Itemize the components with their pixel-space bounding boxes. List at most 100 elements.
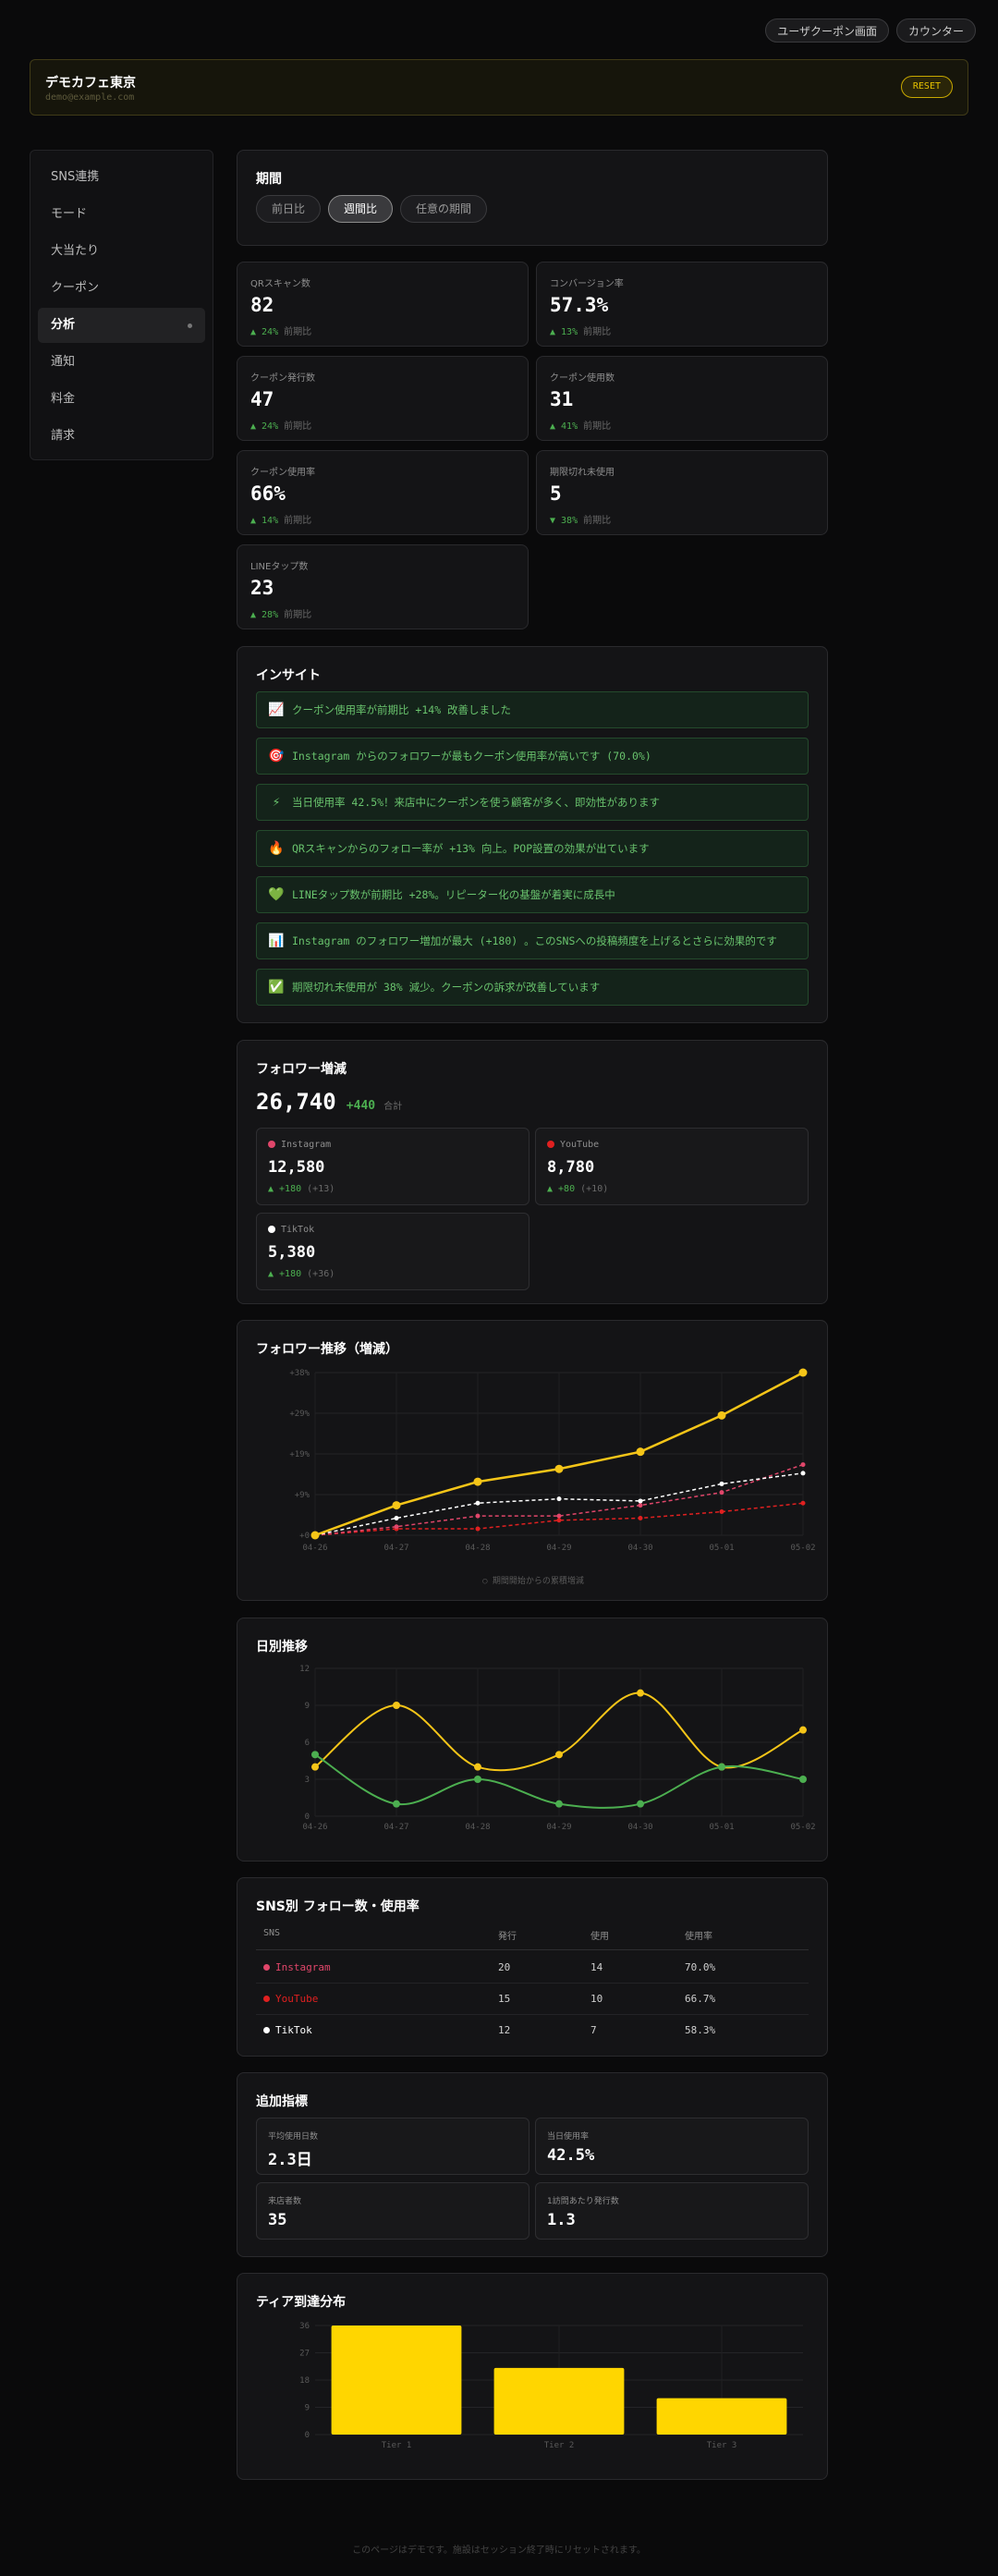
sidebar-item-billing[interactable]: 請求 [51,429,76,443]
data-point [638,1515,643,1520]
x-tick-label: 04-30 [627,1544,652,1553]
stat-label: QRスキャン数 [250,279,310,289]
bar [656,2398,787,2435]
data-point [555,1751,563,1759]
data-point [393,1702,400,1709]
sidebar-item-jackpot[interactable]: 大当たり [51,244,100,258]
stat-delta: ▲ 14% 前期比 [250,516,312,526]
x-tick-label: 04-28 [465,1544,490,1553]
sidebar-item-coupon[interactable]: クーポン [51,281,100,295]
x-tick-label: 04-29 [546,1544,571,1553]
user-coupon-button[interactable]: ユーザクーポン画面 [765,18,889,43]
insight-item: 📈 クーポン使用率が前期比 +14% 改善しました [256,691,809,728]
x-tick-label: 04-26 [302,1544,327,1553]
tier-chart-card: ティア到達分布 0 9 18 27 36 Tier 1 Tier 2 Tier 3 [237,2273,828,2480]
y-tick-label: +9% [295,1491,310,1500]
insight-item: 🔥 QRスキャンからのフォロー率が +13% 向上。POP設置の効果が出ています [256,830,809,867]
data-point [799,1726,807,1734]
x-tick-label: 05-02 [790,1544,815,1553]
sidebar: SNS連携 モード 大当たり クーポン 分析 通知 料金 請求 [30,150,213,460]
x-tick-label: Tier 3 [707,2441,737,2450]
x-tick-label: 04-27 [383,1823,408,1832]
sidebar-item-notification[interactable]: 通知 [51,355,76,369]
stat-delta: ▲ 28% 前期比 [250,610,312,620]
data-point [719,1481,724,1486]
tiktok-dot-icon [263,2027,270,2033]
y-tick-label: 6 [305,1739,310,1748]
green-heart-icon: 💚 [268,887,285,902]
x-tick-label: 04-27 [383,1544,408,1553]
period-option-week[interactable]: 週間比 [328,195,394,223]
x-tick-label: 04-29 [546,1823,571,1832]
topbar: ユーザクーポン画面 カウンター [765,18,976,43]
data-point [556,1513,562,1519]
y-tick-label: 27 [299,2350,310,2359]
followers-card: フォロワー増減 26,740 +440 合計 Instagram 12,580 … [237,1040,828,1304]
y-tick-label: 0 [305,2431,310,2440]
x-tick-label: 05-01 [709,1544,734,1553]
period-option-prev-day[interactable]: 前日比 [256,195,322,223]
followers-title: フォロワー増減 [256,1062,347,1077]
target-icon: 🎯 [268,749,285,763]
reset-button[interactable]: RESET [900,76,953,98]
stat-delta: ▲ 24% 前期比 [250,421,312,432]
data-point [798,1368,808,1377]
data-point [800,1462,806,1468]
data-point [555,1800,563,1808]
data-point [475,1500,481,1506]
stat-label: クーポン使用率 [250,468,315,478]
sidebar-item-analytics[interactable]: 分析 [38,308,205,343]
follower-card-instagram: Instagram 12,580 ▲ +180 (+13) [256,1128,529,1205]
y-tick-label: 9 [305,1702,310,1711]
x-tick-label: Tier 1 [382,2441,412,2450]
metric-visitors: 来店者数 35 [256,2182,529,2240]
insight-item: 📊 Instagram のフォロワー増加が最大 (+180) 。このSNSへの投稿… [256,922,809,959]
metric-avg-days: 平均使用日数 2.3日 [256,2118,529,2175]
stat-label: クーポン使用数 [550,373,615,384]
data-point [554,1464,564,1473]
active-dot-icon [188,324,192,328]
period-option-custom[interactable]: 任意の期間 [400,195,488,223]
table-row: YouTube 15 10 66.7% [256,1984,809,2015]
x-tick-label: Tier 2 [544,2441,575,2450]
data-point [474,1776,481,1783]
metric-issued-per-visit: 1訪問あたり発行数 1.3 [535,2182,809,2240]
data-point [556,1496,562,1502]
stat-card-coupons-used: クーポン使用数 31 ▲ 41% 前期比 [536,356,828,441]
bar [493,2367,625,2435]
stat-value: 31 [550,388,574,410]
instagram-dot-icon [268,1141,275,1148]
sidebar-item-mode[interactable]: モード [51,207,88,221]
extra-metrics-card: 追加指標 平均使用日数 2.3日 当日使用率 42.5% 来店者数 35 1訪問あたり… [237,2072,828,2257]
table-header: SNS 発行 使用 使用率 [256,1928,809,1950]
insight-item: ⚡ 当日使用率 42.5%！来店中にクーポンを使う顧客が多く、即効性があります [256,784,809,821]
tiktok-dot-icon [268,1226,275,1233]
sidebar-item-pricing[interactable]: 料金 [51,392,76,406]
y-tick-label: 12 [299,1665,310,1674]
period-selector: 前日比 週間比 任意の期間 [256,195,488,223]
y-tick-label: +38% [289,1369,310,1378]
sidebar-item-sns[interactable]: SNS連携 [51,170,100,184]
data-point [638,1498,643,1504]
metric-same-day: 当日使用率 42.5% [535,2118,809,2175]
data-point [311,1763,319,1771]
data-point [799,1776,807,1783]
trend-chart-title: フォロワー推移（増減） [256,1342,398,1357]
data-point [637,1689,644,1697]
x-tick-label: 04-28 [465,1823,490,1832]
data-point [392,1501,401,1510]
stat-card-conversion: コンバージョン率 57.3% ▲ 13% 前期比 [536,262,828,347]
stat-value: 23 [250,577,274,599]
y-tick-label: +29% [289,1410,310,1419]
sidebar-item-label: 分析 [51,318,76,332]
stat-value: 5 [550,482,562,505]
y-tick-label: 36 [299,2322,310,2331]
stat-card-expired: 期限切れ未使用 5 ▼ 38% 前期比 [536,450,828,535]
counter-button[interactable]: カウンター [895,18,976,43]
bar [331,2326,462,2435]
youtube-dot-icon [263,1996,270,2002]
x-tick-label: 04-26 [302,1823,327,1832]
data-point [310,1531,320,1540]
trend-chart-card: フォロワー推移（増減） +0 +9% +19% +29% +38% 04-26 04-27 0… [237,1320,828,1601]
stat-value: 66% [250,482,286,505]
